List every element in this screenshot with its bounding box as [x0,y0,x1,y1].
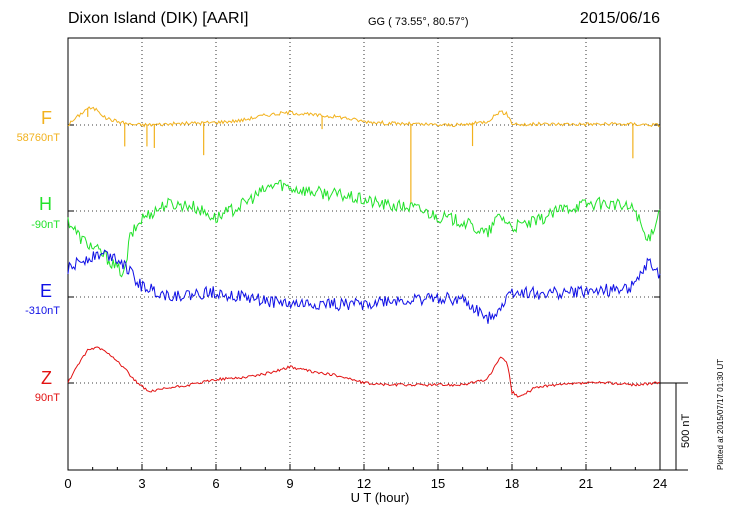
series-line-e [67,249,661,324]
plotted-timestamp: Plotted at 2015/07/17 01:30 UT [716,358,725,470]
x-tick-label: 24 [653,476,667,491]
baseline-label-e: -310nT [25,305,60,317]
x-tick-label: 3 [138,476,145,491]
x-tick-label: 12 [357,476,371,491]
station-title: Dixon Island (DIK) [AARI] [68,10,249,27]
component-label-f: F [41,108,52,128]
x-tick-label: 18 [505,476,519,491]
x-axis-label: U T (hour) [350,490,410,505]
series-line-z [67,346,661,398]
date-label: 2015/06/16 [579,10,660,27]
component-label-z: Z [41,368,52,388]
x-tick-label: 15 [431,476,445,491]
baseline-label-f: 58760nT [16,132,60,144]
component-label-e: E [39,281,52,301]
component-label-h: H [39,194,52,214]
series-line-f [67,106,661,128]
baseline-label-z: 90nT [34,392,60,404]
scale-bar-label: 500 nT [680,413,692,448]
x-tick-label: 6 [212,476,219,491]
x-tick-label: 21 [579,476,593,491]
coordinates-label: GG ( 73.55°, 80.57°) [368,16,469,28]
x-tick-label: 0 [64,476,71,491]
baseline-label-h: -90nT [31,219,60,231]
series-line-h [67,179,661,278]
x-tick-label: 9 [286,476,293,491]
